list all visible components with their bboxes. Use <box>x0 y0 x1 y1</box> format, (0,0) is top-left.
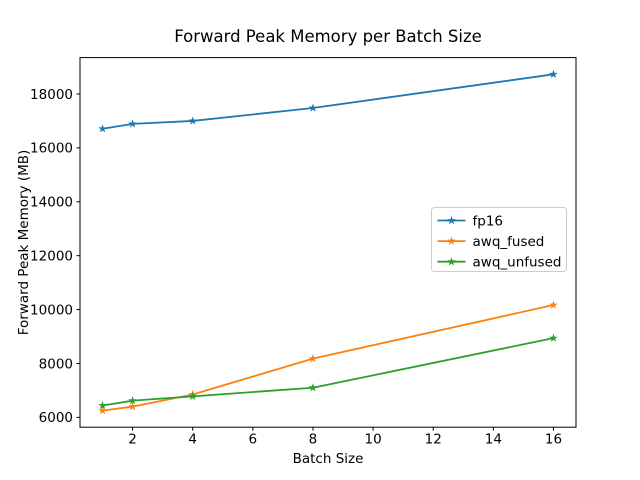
series-marker-awq_unfused <box>128 396 137 405</box>
x-tick-label: 14 <box>485 432 502 448</box>
legend-entry-fp16: fp16 <box>437 213 504 229</box>
y-tick-label: 6000 <box>39 410 73 426</box>
y-axis-label: Forward Peak Memory (MB) <box>16 150 32 336</box>
series-marker-fp16 <box>549 69 558 79</box>
y-tick-label: 12000 <box>30 248 73 264</box>
legend-label: awq_fused <box>473 234 545 250</box>
legend-marker-star <box>447 215 456 225</box>
series-marker-awq_fused <box>128 401 137 411</box>
y-tick-label: 14000 <box>30 195 73 211</box>
plot-spines <box>79 57 577 428</box>
series-marker-awq_unfused <box>188 391 198 401</box>
x-tick-label: 12 <box>425 432 442 448</box>
legend-marker-star <box>447 257 456 266</box>
y-tick-label: 10000 <box>30 302 73 318</box>
series-marker-fp16 <box>98 124 107 133</box>
x-tick-label: 16 <box>545 432 562 448</box>
plot-area: 2 4 6 8 10 12 14 16 6000 8000 10000 12000 14000 16000… <box>30 57 577 448</box>
x-tick-label: 10 <box>364 432 381 448</box>
series-marker-awq_unfused <box>549 333 558 342</box>
x-tick-label: 8 <box>309 432 318 448</box>
chart-title: Forward Peak Memory per Batch Size <box>174 27 482 46</box>
legend-label: fp16 <box>473 213 504 229</box>
series-marker-fp16 <box>188 116 198 125</box>
legend-entry-awq_unfused: awq_unfused <box>437 255 562 271</box>
series-marker-awq_fused <box>98 406 107 415</box>
legend-box <box>431 207 567 272</box>
series-marker-fp16 <box>128 119 137 128</box>
legend-label: awq_unfused <box>473 255 562 271</box>
series-marker-awq_fused <box>308 354 318 363</box>
y-tick-label: 16000 <box>30 141 73 157</box>
legend-marker-star <box>447 236 456 245</box>
series-marker-awq_fused <box>549 300 558 309</box>
x-tick-label: 2 <box>128 432 137 448</box>
x-axis-label: Batch Size <box>293 451 364 467</box>
y-tick-label: 18000 <box>30 87 73 103</box>
y-tick-label: 8000 <box>39 356 73 372</box>
legend: fp16 awq_fused awq_unfused <box>431 207 567 272</box>
legend-entry-awq_fused: awq_fused <box>437 234 545 250</box>
series-marker-fp16 <box>308 103 318 112</box>
series-marker-awq_unfused <box>308 383 318 392</box>
x-tick-label: 6 <box>249 432 258 448</box>
x-tick-label: 4 <box>188 432 197 448</box>
series-marker-awq_unfused <box>98 400 107 410</box>
